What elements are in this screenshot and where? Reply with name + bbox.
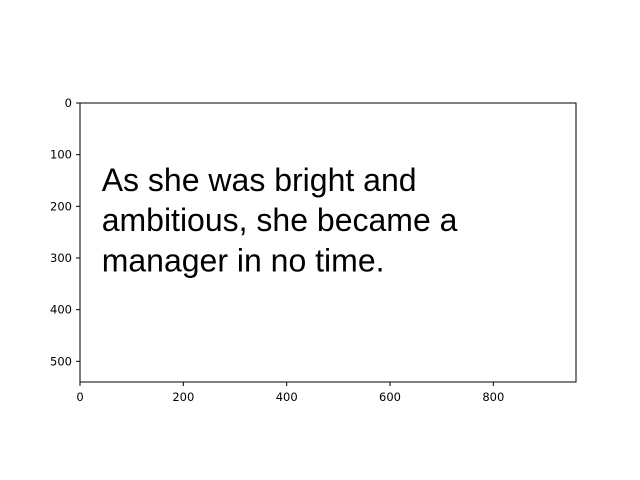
x-tick-label: 800 xyxy=(482,390,504,404)
image-text-line: As she was bright and xyxy=(102,162,417,198)
x-tick-label: 200 xyxy=(172,390,194,404)
y-tick-label: 300 xyxy=(50,251,72,265)
image-text-line: ambitious, she became a xyxy=(102,202,458,238)
image-text-line: manager in no time. xyxy=(102,242,385,278)
axes: As she was bright and ambitious, she beca… xyxy=(50,96,577,404)
axes-frame xyxy=(79,102,577,383)
y-tick-label: 100 xyxy=(50,148,72,162)
y-tick-label: 200 xyxy=(50,199,72,213)
y-tick-label: 500 xyxy=(50,354,72,368)
x-tick-label: 600 xyxy=(379,390,401,404)
x-tick-label: 400 xyxy=(276,390,298,404)
image-area xyxy=(80,103,576,382)
y-tick-label: 0 xyxy=(65,96,72,110)
y-tick-label: 400 xyxy=(50,303,72,317)
x-tick-label: 0 xyxy=(76,390,83,404)
